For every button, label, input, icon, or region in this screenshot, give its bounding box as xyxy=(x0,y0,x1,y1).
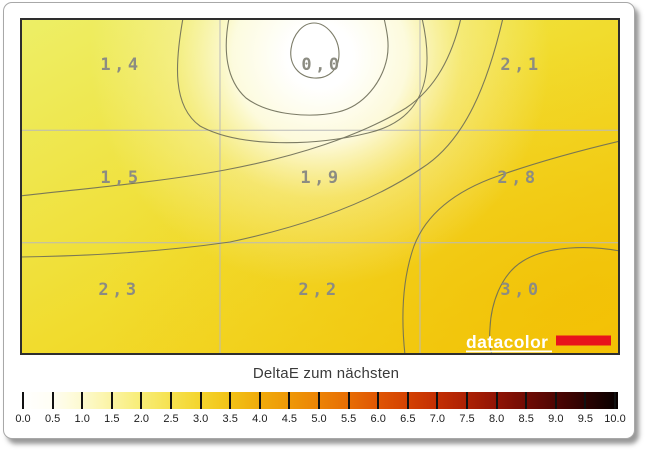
colorbar-tick xyxy=(258,392,261,409)
colorbar-tick-label: 2.5 xyxy=(163,413,179,425)
cell-value-bottom-left: 2,3 xyxy=(98,280,139,300)
measurement-grid xyxy=(20,18,620,355)
contour-line-lower xyxy=(19,17,504,258)
colorbar-tick xyxy=(347,392,350,409)
colorbar-tick-label: 8.5 xyxy=(518,413,534,425)
datacolor-logo-underline xyxy=(466,350,552,353)
colorbar-tick xyxy=(81,392,84,409)
cell-value-bottom-right: 3,0 xyxy=(500,280,541,300)
colorbar-tick-label: 4.5 xyxy=(281,413,298,425)
colorbar-tick-label: 0.0 xyxy=(15,413,31,425)
chart-frame: 1,4 0,0 2,1 1,5 1,9 2,8 2,3 2,2 3,0 data… xyxy=(3,2,635,439)
colorbar-tick-label: 3.5 xyxy=(222,413,238,425)
contour-lines xyxy=(19,17,621,356)
colorbar xyxy=(20,392,618,409)
colorbar-tick xyxy=(110,392,113,409)
contour-ring-inner xyxy=(290,22,340,79)
colorbar-tick xyxy=(584,392,587,409)
colorbar-tick xyxy=(436,392,439,409)
cell-value-top-right: 2,1 xyxy=(500,55,541,75)
colorbar-tick-label: 9.0 xyxy=(548,413,564,425)
contour-plot: 1,4 0,0 2,1 1,5 1,9 2,8 2,3 2,2 3,0 data… xyxy=(19,17,621,356)
colorbar-tick xyxy=(406,392,409,409)
map-border xyxy=(20,18,620,355)
colorbar-tick-label: 1.0 xyxy=(74,413,90,425)
colorbar-tick xyxy=(22,392,24,409)
colorbar-tick xyxy=(199,392,202,409)
colorbar-tick xyxy=(51,392,54,409)
colorbar-tick xyxy=(170,392,172,409)
colorbar-tick xyxy=(495,392,498,409)
colorbar-tick-label: 9.5 xyxy=(577,413,594,425)
contour-line-bottom-right xyxy=(402,140,621,356)
colorbar-tick xyxy=(318,392,320,409)
colorbar-tick-label: 6.0 xyxy=(370,413,386,425)
colorbar-tick xyxy=(466,392,468,409)
cell-value-top-left: 1,4 xyxy=(100,55,141,75)
colorbar-tick-label: 7.5 xyxy=(459,413,475,425)
datacolor-logo-text: datacolor xyxy=(466,332,548,352)
colorbar-tick-label: 5.0 xyxy=(311,413,327,425)
colorbar-tick-label: 5.5 xyxy=(340,413,357,425)
colorbar-tick-label: 0.5 xyxy=(44,413,61,425)
contour-line-upper xyxy=(19,17,462,197)
colorbar-tick xyxy=(377,392,380,409)
cell-value-bottom-center: 2,2 xyxy=(298,280,339,300)
colorbar-labels: 0.0 0.5 1.0 1.5 2.0 2.5 3.0 3.5 4.0 4.5 5.0 5.5 6.0 6… xyxy=(15,413,625,428)
cell-value-mid-left: 1,5 xyxy=(100,168,141,188)
colorbar-tick xyxy=(525,392,528,409)
cell-value-labels: 1,4 0,0 2,1 1,5 1,9 2,8 2,3 2,2 3,0 xyxy=(98,55,541,300)
cell-value-top-center: 0,0 xyxy=(301,55,342,75)
colorbar-tick-label: 2.0 xyxy=(133,413,150,425)
colorbar-tick-label: 3.0 xyxy=(192,413,209,425)
chart-title: DeltaE zum nächsten xyxy=(252,365,400,382)
colorbar-tick-label: 10.0 xyxy=(604,413,626,425)
contour-ring-max xyxy=(489,247,621,356)
colorbar-tick xyxy=(288,392,291,409)
colorbar-tick xyxy=(229,392,232,409)
datacolor-logo: datacolor xyxy=(466,332,611,353)
colorbar-tick-label: 4.0 xyxy=(252,413,268,425)
colorbar-tick xyxy=(614,392,616,409)
colorbar-tick xyxy=(140,392,143,409)
uniformity-map: 1,4 0,0 2,1 1,5 1,9 2,8 2,3 2,2 3,0 data… xyxy=(19,17,621,356)
heatmap-low-region-glow xyxy=(20,18,620,355)
colorbar-tick xyxy=(554,392,557,409)
colorbar-tick-label: 1.5 xyxy=(104,413,120,425)
colorbar-tick-label: 7.0 xyxy=(429,413,446,425)
cell-value-mid-center: 1,9 xyxy=(300,168,341,188)
contour-ring-2 xyxy=(225,17,389,116)
datacolor-logo-red-bar xyxy=(556,335,611,346)
cell-value-mid-right: 2,8 xyxy=(497,168,538,188)
colorbar-tick-label: 6.5 xyxy=(400,413,416,425)
colorbar-tick-label: 8.0 xyxy=(488,413,505,425)
